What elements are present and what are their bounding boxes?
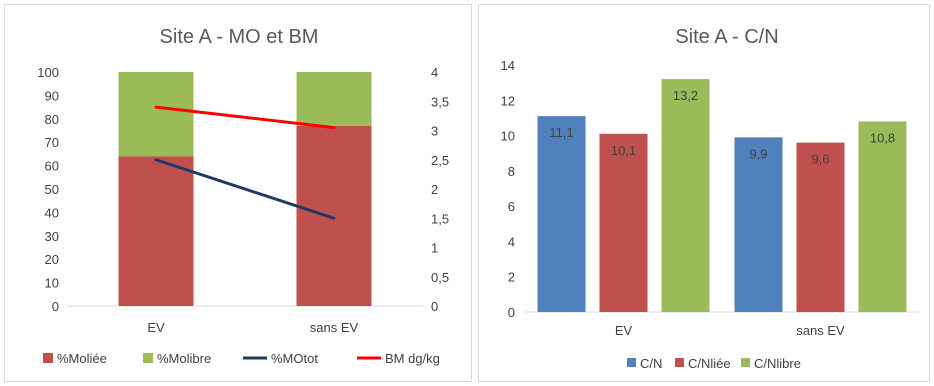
- bar-%Moliée: [118, 156, 194, 306]
- data-label: 9,9: [749, 146, 767, 161]
- y-tick-label: 60: [45, 159, 59, 174]
- data-label: 10,1: [611, 143, 636, 158]
- y-tick-label: 4: [508, 234, 515, 249]
- x-tick-label: EV: [147, 320, 165, 335]
- y-tick-label: 20: [45, 252, 59, 267]
- y-tick-label: 0: [508, 305, 515, 320]
- bar-C/N: [734, 137, 783, 312]
- legend-label: BM dg/kg: [385, 351, 440, 366]
- y2-tick-label: 1: [431, 241, 438, 256]
- legend-swatch: [43, 353, 53, 363]
- bar-C/Nliée: [599, 133, 648, 312]
- x-tick-label: sans EV: [310, 320, 359, 335]
- legend-swatch: [741, 358, 750, 367]
- y-tick-label: 80: [45, 112, 59, 127]
- legend-label: %Molibre: [157, 351, 211, 366]
- y-tick-label: 30: [45, 229, 59, 244]
- y2-tick-label: 2: [431, 182, 438, 197]
- chart-title: Site A - MO et BM: [160, 26, 319, 48]
- y-tick-label: 10: [45, 276, 59, 291]
- data-label: 10,8: [870, 130, 895, 145]
- y2-tick-label: 2,5: [431, 153, 449, 168]
- y-tick-label: 12: [501, 93, 515, 108]
- legend-label: %Moliée: [57, 351, 107, 366]
- legend-swatch: [627, 358, 636, 367]
- y2-tick-label: 0: [431, 299, 438, 314]
- bar-%Molibre: [118, 72, 194, 157]
- x-tick-label: sans EV: [796, 323, 845, 338]
- data-label: 13,2: [673, 88, 698, 103]
- legend-label: C/N: [640, 356, 662, 371]
- y2-tick-label: 0,5: [431, 270, 449, 285]
- y2-tick-label: 1,5: [431, 211, 449, 226]
- legend-swatch: [675, 358, 684, 367]
- bar-%Moliée: [296, 125, 372, 306]
- chart-cn: Site A - C/N 0 2 4 6 8 10 12 14 11,1 10,1 13,2 EV 9,9…: [478, 4, 930, 382]
- chart-mo-bm: Site A - MO et BM 0 10 20 30 40 50 60 70 80 90 100 0…: [4, 4, 472, 382]
- chart-mo-bm-svg: Site A - MO et BM01020304050607080901000…: [37, 26, 449, 366]
- bar-C/Nliée: [796, 142, 845, 312]
- y-tick-label: 2: [508, 270, 515, 285]
- y2-tick-label: 3: [431, 124, 438, 139]
- y-tick-label: 14: [501, 58, 515, 73]
- bar-C/Nlibre: [858, 121, 907, 312]
- chart-cn-svg: Site A - C/N 0 2 4 6 8 10 12 14 11,1 10,1 13,2 EV 9,9…: [501, 26, 919, 371]
- bar-%Molibre: [296, 72, 372, 126]
- bar-C/N: [537, 116, 586, 313]
- y2-tick-label: 4: [431, 65, 438, 80]
- y-tick-label: 70: [45, 135, 59, 150]
- y-tick-label: 10: [501, 129, 515, 144]
- y-tick-label: 90: [45, 88, 59, 103]
- y-tick-label: 100: [37, 65, 59, 80]
- y-tick-label: 6: [508, 199, 515, 214]
- line-%MOtot: [154, 158, 336, 220]
- y-tick-label: 50: [45, 182, 59, 197]
- y-tick-label: 8: [508, 164, 515, 179]
- line-BM dg/kg: [154, 105, 336, 130]
- bar-C/Nlibre: [661, 79, 710, 312]
- legend-label: C/Nlibre: [754, 356, 801, 371]
- legend-swatch: [143, 353, 153, 363]
- y-tick-label: 40: [45, 205, 59, 220]
- data-label: 9,6: [811, 152, 829, 167]
- y-tick-label: 0: [52, 299, 59, 314]
- y2-tick-label: 3,5: [431, 94, 449, 109]
- legend-label: C/Nliée: [688, 356, 731, 371]
- x-tick-label: EV: [615, 323, 633, 338]
- data-label: 11,1: [549, 125, 573, 140]
- legend-label: %MOtot: [271, 351, 318, 366]
- chart-title: Site A - C/N: [675, 26, 778, 48]
